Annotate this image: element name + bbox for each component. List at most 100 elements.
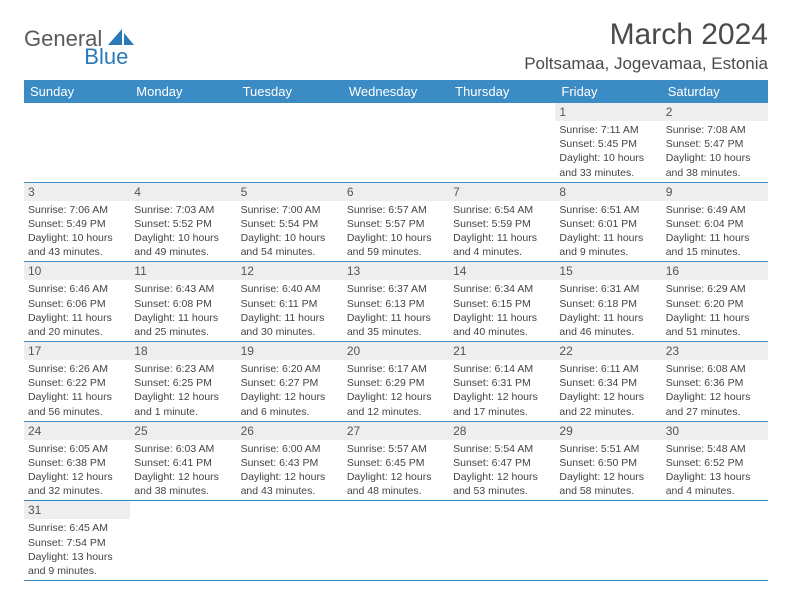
day-data: Sunrise: 6:14 AMSunset: 6:31 PMDaylight:… [449, 360, 555, 421]
day-cell: 19Sunrise: 6:20 AMSunset: 6:27 PMDayligh… [237, 342, 343, 422]
day-cell: 18Sunrise: 6:23 AMSunset: 6:25 PMDayligh… [130, 342, 236, 422]
day-data: Sunrise: 6:05 AMSunset: 6:38 PMDaylight:… [24, 440, 130, 501]
header: General Blue March 2024 Poltsamaa, Jogev… [24, 18, 768, 74]
day-data: Sunrise: 6:46 AMSunset: 6:06 PMDaylight:… [24, 280, 130, 341]
day-data: Sunrise: 6:37 AMSunset: 6:13 PMDaylight:… [343, 280, 449, 341]
empty-cell [449, 103, 555, 182]
day-number: 16 [662, 262, 768, 280]
day-data: Sunrise: 6:03 AMSunset: 6:41 PMDaylight:… [130, 440, 236, 501]
day-number: 3 [24, 183, 130, 201]
day-number: 15 [555, 262, 661, 280]
day-data: Sunrise: 6:31 AMSunset: 6:18 PMDaylight:… [555, 280, 661, 341]
empty-cell [237, 501, 343, 581]
calendar-row: 31Sunrise: 6:45 AMSunset: 7:54 PMDayligh… [24, 501, 768, 581]
day-cell: 23Sunrise: 6:08 AMSunset: 6:36 PMDayligh… [662, 342, 768, 422]
day-cell: 10Sunrise: 6:46 AMSunset: 6:06 PMDayligh… [24, 262, 130, 342]
day-number: 4 [130, 183, 236, 201]
empty-cell [449, 501, 555, 581]
weekday-header: Tuesday [237, 80, 343, 103]
day-cell: 4Sunrise: 7:03 AMSunset: 5:52 PMDaylight… [130, 182, 236, 262]
day-number: 7 [449, 183, 555, 201]
calendar-body: 1Sunrise: 7:11 AMSunset: 5:45 PMDaylight… [24, 103, 768, 581]
day-number: 29 [555, 422, 661, 440]
day-data: Sunrise: 5:54 AMSunset: 6:47 PMDaylight:… [449, 440, 555, 501]
day-number: 25 [130, 422, 236, 440]
day-data: Sunrise: 6:08 AMSunset: 6:36 PMDaylight:… [662, 360, 768, 421]
day-cell: 25Sunrise: 6:03 AMSunset: 6:41 PMDayligh… [130, 421, 236, 501]
logo: General Blue [24, 26, 180, 52]
day-data: Sunrise: 6:45 AMSunset: 7:54 PMDaylight:… [24, 519, 130, 580]
day-data: Sunrise: 6:54 AMSunset: 5:59 PMDaylight:… [449, 201, 555, 262]
day-cell: 6Sunrise: 6:57 AMSunset: 5:57 PMDaylight… [343, 182, 449, 262]
day-cell: 28Sunrise: 5:54 AMSunset: 6:47 PMDayligh… [449, 421, 555, 501]
day-data: Sunrise: 6:11 AMSunset: 6:34 PMDaylight:… [555, 360, 661, 421]
day-cell: 5Sunrise: 7:00 AMSunset: 5:54 PMDaylight… [237, 182, 343, 262]
day-data: Sunrise: 5:48 AMSunset: 6:52 PMDaylight:… [662, 440, 768, 501]
day-data: Sunrise: 7:00 AMSunset: 5:54 PMDaylight:… [237, 201, 343, 262]
day-data: Sunrise: 6:29 AMSunset: 6:20 PMDaylight:… [662, 280, 768, 341]
day-data: Sunrise: 6:26 AMSunset: 6:22 PMDaylight:… [24, 360, 130, 421]
day-cell: 29Sunrise: 5:51 AMSunset: 6:50 PMDayligh… [555, 421, 661, 501]
day-number: 28 [449, 422, 555, 440]
day-data: Sunrise: 7:08 AMSunset: 5:47 PMDaylight:… [662, 121, 768, 182]
day-cell: 22Sunrise: 6:11 AMSunset: 6:34 PMDayligh… [555, 342, 661, 422]
day-cell: 26Sunrise: 6:00 AMSunset: 6:43 PMDayligh… [237, 421, 343, 501]
day-number: 18 [130, 342, 236, 360]
day-cell: 7Sunrise: 6:54 AMSunset: 5:59 PMDaylight… [449, 182, 555, 262]
weekday-header: Friday [555, 80, 661, 103]
day-data: Sunrise: 7:03 AMSunset: 5:52 PMDaylight:… [130, 201, 236, 262]
day-number: 13 [343, 262, 449, 280]
day-number: 31 [24, 501, 130, 519]
day-data: Sunrise: 6:49 AMSunset: 6:04 PMDaylight:… [662, 201, 768, 262]
day-number: 8 [555, 183, 661, 201]
empty-cell [130, 501, 236, 581]
day-data: Sunrise: 5:51 AMSunset: 6:50 PMDaylight:… [555, 440, 661, 501]
day-number: 30 [662, 422, 768, 440]
day-cell: 17Sunrise: 6:26 AMSunset: 6:22 PMDayligh… [24, 342, 130, 422]
calendar-row: 17Sunrise: 6:26 AMSunset: 6:22 PMDayligh… [24, 342, 768, 422]
day-number: 9 [662, 183, 768, 201]
day-number: 10 [24, 262, 130, 280]
day-number: 2 [662, 103, 768, 121]
empty-cell [343, 103, 449, 182]
day-number: 1 [555, 103, 661, 121]
month-title: March 2024 [524, 18, 768, 52]
day-number: 22 [555, 342, 661, 360]
empty-cell [662, 501, 768, 581]
calendar-table: SundayMondayTuesdayWednesdayThursdayFrid… [24, 80, 768, 581]
weekday-header: Monday [130, 80, 236, 103]
day-cell: 1Sunrise: 7:11 AMSunset: 5:45 PMDaylight… [555, 103, 661, 182]
day-number: 26 [237, 422, 343, 440]
empty-cell [24, 103, 130, 182]
calendar-row: 10Sunrise: 6:46 AMSunset: 6:06 PMDayligh… [24, 262, 768, 342]
day-data: Sunrise: 6:34 AMSunset: 6:15 PMDaylight:… [449, 280, 555, 341]
day-number: 14 [449, 262, 555, 280]
day-data: Sunrise: 7:11 AMSunset: 5:45 PMDaylight:… [555, 121, 661, 182]
day-number: 20 [343, 342, 449, 360]
day-number: 24 [24, 422, 130, 440]
day-cell: 21Sunrise: 6:14 AMSunset: 6:31 PMDayligh… [449, 342, 555, 422]
weekday-header-row: SundayMondayTuesdayWednesdayThursdayFrid… [24, 80, 768, 103]
day-data: Sunrise: 6:57 AMSunset: 5:57 PMDaylight:… [343, 201, 449, 262]
location: Poltsamaa, Jogevamaa, Estonia [524, 54, 768, 74]
day-data: Sunrise: 5:57 AMSunset: 6:45 PMDaylight:… [343, 440, 449, 501]
day-number: 21 [449, 342, 555, 360]
day-data: Sunrise: 6:51 AMSunset: 6:01 PMDaylight:… [555, 201, 661, 262]
weekday-header: Saturday [662, 80, 768, 103]
day-cell: 3Sunrise: 7:06 AMSunset: 5:49 PMDaylight… [24, 182, 130, 262]
day-number: 6 [343, 183, 449, 201]
day-cell: 27Sunrise: 5:57 AMSunset: 6:45 PMDayligh… [343, 421, 449, 501]
day-cell: 8Sunrise: 6:51 AMSunset: 6:01 PMDaylight… [555, 182, 661, 262]
day-data: Sunrise: 7:06 AMSunset: 5:49 PMDaylight:… [24, 201, 130, 262]
day-data: Sunrise: 6:20 AMSunset: 6:27 PMDaylight:… [237, 360, 343, 421]
weekday-header: Sunday [24, 80, 130, 103]
title-block: March 2024 Poltsamaa, Jogevamaa, Estonia [524, 18, 768, 74]
day-number: 23 [662, 342, 768, 360]
logo-text-blue: Blue [84, 44, 128, 70]
day-cell: 30Sunrise: 5:48 AMSunset: 6:52 PMDayligh… [662, 421, 768, 501]
day-number: 5 [237, 183, 343, 201]
day-cell: 11Sunrise: 6:43 AMSunset: 6:08 PMDayligh… [130, 262, 236, 342]
day-data: Sunrise: 6:23 AMSunset: 6:25 PMDaylight:… [130, 360, 236, 421]
day-number: 19 [237, 342, 343, 360]
day-number: 11 [130, 262, 236, 280]
